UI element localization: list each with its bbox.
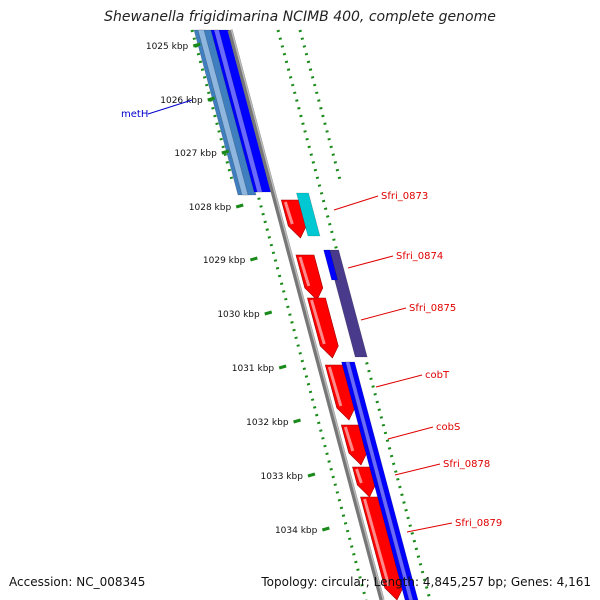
ruler-tick xyxy=(278,364,287,370)
gene-feature-Sfri_0879-shine xyxy=(363,498,391,587)
ruler-tick xyxy=(249,256,258,262)
gene-label: Sfri_0873 xyxy=(381,191,428,202)
backbone-highlight xyxy=(230,29,385,600)
gene-feature-Sfri_0878-shine xyxy=(355,468,363,484)
dotted-guide xyxy=(190,29,234,181)
ruler-tick-label: 1028 kbp xyxy=(189,203,232,213)
gene-label-leader xyxy=(387,426,434,440)
gene-label-leader xyxy=(333,195,379,211)
ruler-layer: 1025 kbp 1026 kbp 1027 kbp 1028 kbp 1029 kbp… xyxy=(146,42,330,536)
ruler-tick-label: 1030 kbp xyxy=(217,310,260,320)
gene-label-leader xyxy=(394,463,441,476)
ruler-tick xyxy=(235,203,244,209)
accession-text: Accession: NC_008345 xyxy=(9,575,146,589)
dotted-guide xyxy=(298,29,342,181)
gene-label: metH xyxy=(121,109,148,120)
gene-feature-metH-shine xyxy=(197,29,249,196)
dotted-guide-layer xyxy=(190,29,432,600)
gene-feature-cobT-shine xyxy=(327,366,343,407)
gene-label-leader xyxy=(406,522,453,533)
backbone-line xyxy=(227,29,385,600)
gene-labels-layer: metH Sfri_0873 Sfri_0874 Sfri_0875 cobT cobS S… xyxy=(121,99,502,533)
gene-label: Sfri_0879 xyxy=(455,518,502,529)
ruler-tick-label: 1034 kbp xyxy=(275,526,318,536)
ruler-tick xyxy=(293,418,301,424)
gene-feature-overlap-top xyxy=(323,249,339,281)
ruler-tick-label: 1029 kbp xyxy=(203,256,246,266)
backbone-layer xyxy=(227,29,385,600)
gene-feature-Sfri_0873a-shine xyxy=(283,201,294,225)
gene-label-leader xyxy=(347,255,394,269)
ruler-tick-label: 1025 kbp xyxy=(146,42,189,52)
genome-title: Shewanella frigidimarina NCIMB 400, comp… xyxy=(104,9,496,25)
ruler-tick xyxy=(221,149,230,155)
ruler-tick xyxy=(307,472,316,478)
gene-feature-Sfri_0873b xyxy=(296,192,321,237)
gene-label-leader xyxy=(375,374,423,388)
gene-label: Sfri_0878 xyxy=(443,459,490,470)
gene-label-leader xyxy=(147,99,193,115)
gene-label-leader xyxy=(360,307,407,321)
gene-feature-Sfri_0874-shine xyxy=(298,256,311,287)
ruler-tick-label: 1026 kbp xyxy=(160,96,203,106)
gene-label: cobT xyxy=(425,370,450,381)
gene-feature-Sfri_0875-shine xyxy=(310,299,326,345)
dotted-guide xyxy=(255,189,368,600)
gene-features-layer xyxy=(193,29,419,600)
ruler-tick-label: 1031 kbp xyxy=(232,364,275,374)
ruler-tick-label: 1033 kbp xyxy=(261,472,304,482)
ruler-tick xyxy=(192,42,201,48)
gene-label: Sfri_0875 xyxy=(409,303,456,314)
ruler-tick xyxy=(264,310,273,316)
gene-feature-reverse-lower-shine xyxy=(345,361,414,600)
gene-feature-metH-shine2 xyxy=(213,29,263,193)
ruler-tick xyxy=(321,526,330,532)
gene-label: cobS xyxy=(436,422,460,433)
ruler-tick-label: 1032 kbp xyxy=(246,418,289,428)
gene-feature-cobS-shine xyxy=(343,426,355,452)
ruler-tick-label: 1027 kbp xyxy=(174,149,217,159)
ruler-tick xyxy=(207,96,216,102)
gene-label: Sfri_0874 xyxy=(396,251,443,262)
topology-text: Topology: circular; Length: 4,845,257 bp… xyxy=(261,575,591,589)
